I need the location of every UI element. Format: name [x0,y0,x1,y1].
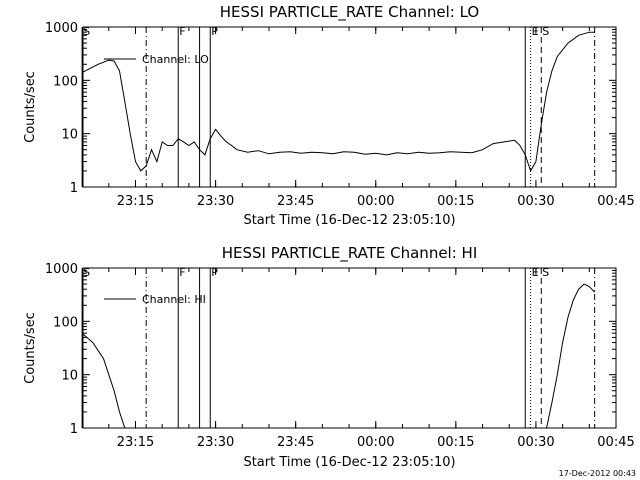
x-tick-label: 00:15 [437,194,474,209]
event-marker-label: S [542,266,549,279]
y-tick-label: 1000 [45,262,78,277]
timestamp: 17-Dec-2012 00:43 [559,469,636,478]
x-tick-label: 23:30 [197,435,234,450]
y-tick-label: 10 [61,369,78,384]
x-tick-label: 00:00 [357,194,394,209]
event-marker-label: F [179,266,185,279]
x-tick-label: 23:15 [117,194,154,209]
plot-frame [82,267,617,429]
chart-title: HESSI PARTICLE_RATE Channel: LO [220,3,479,22]
event-marker-label: P [211,25,218,38]
y-axis-label: Counts/sec [23,71,38,143]
x-tick-label: 23:45 [277,194,314,209]
x-tick-label: 00:00 [357,435,394,450]
y-tick-label: 100 [53,315,78,330]
event-marker-label: S [83,266,90,279]
y-tick-label: 1 [70,422,78,437]
series-line-channello [83,31,595,173]
x-tick-label: 23:30 [197,194,234,209]
plot-frame [82,26,617,188]
y-tick-label: 1 [70,181,78,196]
x-tick-label: 00:45 [597,194,634,209]
y-tick-label: 10 [61,128,78,143]
x-axis-label: Start Time (16-Dec-12 23:05:10) [243,455,455,470]
x-tick-label: 23:15 [117,435,154,450]
y-axis-label: Counts/sec [23,312,38,384]
legend-label: Channel: HI [142,293,206,306]
y-tick-label: 1000 [45,21,78,36]
x-tick-label: 00:30 [517,435,554,450]
chart-title: HESSI PARTICLE_RATE Channel: HI [222,244,478,263]
x-axis-label: Start Time (16-Dec-12 23:05:10) [243,213,455,228]
y-tick-label: 100 [53,74,78,89]
series-line-channelhi [83,283,596,428]
x-tick-label: 00:15 [437,435,474,450]
legend-label: Channel: LO [142,53,209,66]
event-marker-label: E [532,266,539,279]
x-tick-label: 00:30 [517,194,554,209]
event-marker-label: F [179,25,185,38]
x-tick-label: 23:45 [277,435,314,450]
x-tick-label: 00:45 [597,435,634,450]
event-marker-label: S [542,25,549,38]
event-marker-label: P [211,266,218,279]
event-marker-label: E [532,25,539,38]
event-marker-label: S [83,25,90,38]
